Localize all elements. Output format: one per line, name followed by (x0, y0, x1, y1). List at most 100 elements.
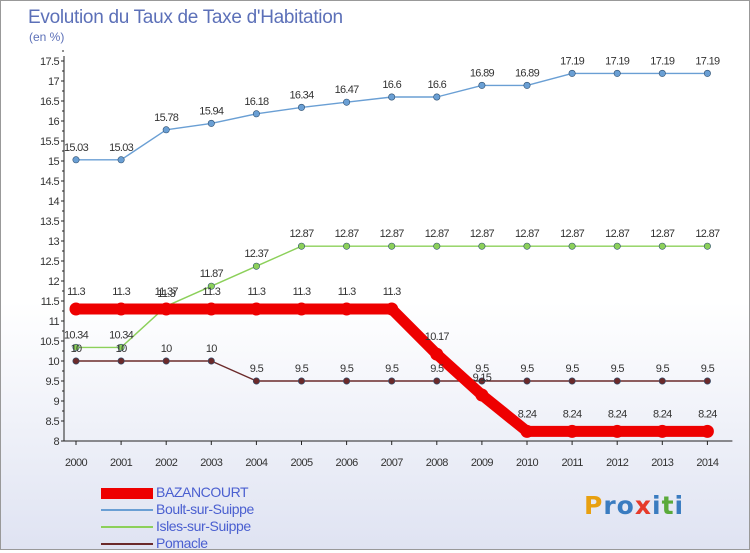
data-label-bazancourt: 8.24 (608, 408, 627, 420)
data-label-isles-sur-suippe: 12.87 (335, 228, 360, 240)
data-point-pomacle (388, 377, 396, 385)
legend-swatch (101, 543, 153, 545)
data-point-boult-sur-suippe (252, 110, 260, 118)
data-label-pomacle: 9.5 (565, 363, 579, 375)
data-label-isles-sur-suippe: 12.87 (605, 228, 630, 240)
y-tick-label: 12 (48, 276, 60, 288)
y-tick-label: 10.5 (40, 336, 59, 348)
data-label-pomacle: 9.5 (656, 363, 670, 375)
y-tick-label: 13.5 (40, 216, 59, 228)
data-label-bazancourt: 11.3 (67, 286, 85, 298)
data-point-isles-sur-suippe (658, 242, 666, 250)
logo-letter: r (603, 491, 617, 520)
data-point-isles-sur-suippe (343, 242, 351, 250)
y-tick-label: 17.5 (40, 56, 59, 68)
chart-title: Evolution du Taux de Taxe d'Habitation (28, 7, 343, 28)
data-label-bazancourt: 11.37 (155, 286, 179, 298)
data-point-boult-sur-suippe (478, 81, 486, 89)
data-point-pomacle (297, 377, 305, 385)
proxiti-logo: Proxiti (584, 491, 684, 520)
y-unit-label: (en %) (29, 30, 65, 44)
data-label-boult-sur-suippe: 17.19 (605, 55, 630, 67)
data-label-isles-sur-suippe: 12.87 (650, 228, 675, 240)
data-label-isles-sur-suippe: 12.87 (560, 228, 585, 240)
data-label-isles-sur-suippe: 12.37 (244, 248, 269, 260)
y-tick-label: 13 (48, 236, 60, 248)
data-point-isles-sur-suippe (207, 282, 215, 290)
data-point-bazancourt (565, 424, 579, 438)
data-point-pomacle (162, 357, 170, 365)
y-tick-label: 9 (53, 396, 59, 408)
logo-letter: o (616, 491, 635, 520)
data-point-bazancourt (655, 424, 669, 438)
y-tick-label: 11 (49, 316, 60, 328)
data-point-pomacle (343, 377, 351, 385)
data-label-bazancourt: 8.24 (518, 408, 537, 420)
x-tick-label: 2011 (561, 457, 583, 469)
data-label-boult-sur-suippe: 16.6 (427, 79, 446, 91)
data-label-pomacle: 9.5 (520, 363, 534, 375)
data-label-pomacle: 9.5 (250, 363, 264, 375)
data-label-boult-sur-suippe: 15.94 (199, 105, 224, 117)
data-point-isles-sur-suippe (703, 242, 711, 250)
data-point-boult-sur-suippe (162, 126, 170, 134)
data-point-pomacle (72, 357, 80, 365)
data-label-pomacle: 10 (116, 343, 127, 355)
data-point-bazancourt (385, 302, 399, 316)
data-label-boult-sur-suippe: 17.19 (650, 55, 675, 67)
data-point-bazancourt (249, 302, 263, 316)
x-tick-label: 2012 (606, 457, 629, 469)
data-label-pomacle: 9.5 (340, 363, 354, 375)
data-point-boult-sur-suippe (703, 69, 711, 77)
x-tick-label: 2002 (155, 457, 178, 469)
data-point-bazancourt (475, 388, 489, 402)
data-label-boult-sur-suippe: 16.89 (470, 67, 495, 79)
data-point-pomacle (568, 377, 576, 385)
data-label-pomacle: 9.5 (701, 363, 715, 375)
y-tick-label: 10 (48, 356, 60, 368)
data-label-boult-sur-suippe: 15.03 (64, 142, 89, 154)
data-label-isles-sur-suippe: 12.87 (470, 228, 495, 240)
data-point-boult-sur-suippe (297, 103, 305, 111)
data-label-boult-sur-suippe: 16.89 (515, 67, 540, 79)
y-tick-label: 16.5 (40, 96, 59, 108)
data-label-pomacle: 9.5 (295, 363, 309, 375)
logo-letter: t (661, 491, 675, 520)
data-label-boult-sur-suippe: 16.34 (289, 89, 314, 101)
data-point-pomacle (613, 377, 621, 385)
data-label-isles-sur-suippe: 11.3 (157, 288, 175, 300)
logo-letter: P (584, 491, 604, 520)
data-point-bazancourt (114, 302, 128, 316)
data-label-bazancourt: 11.3 (383, 286, 401, 298)
data-label-pomacle: 10 (161, 343, 172, 355)
legend-swatch (101, 487, 153, 499)
data-label-bazancourt: 9.15 (473, 372, 492, 384)
data-label-boult-sur-suippe: 17.19 (695, 55, 720, 67)
data-point-pomacle (703, 377, 711, 385)
legend-label: Pomacle (156, 535, 208, 551)
x-tick-label: 2001 (110, 457, 133, 469)
data-point-isles-sur-suippe (388, 242, 396, 250)
data-label-bazancourt: 11.3 (248, 286, 266, 298)
data-label-isles-sur-suippe: 12.87 (425, 228, 450, 240)
data-point-bazancourt (159, 302, 173, 316)
y-tick-label: 12.5 (40, 256, 59, 268)
x-tick-label: 2000 (65, 457, 88, 469)
data-point-boult-sur-suippe (72, 156, 80, 164)
data-point-bazancourt (295, 302, 308, 316)
data-point-isles-sur-suippe (297, 242, 305, 250)
logo-letter: i (652, 491, 662, 520)
y-tick-label: 17 (48, 76, 60, 88)
data-label-pomacle: 10 (71, 343, 82, 355)
x-tick-label: 2005 (290, 457, 313, 469)
data-point-isles-sur-suippe (72, 343, 80, 351)
data-label-boult-sur-suippe: 15.78 (154, 112, 179, 124)
data-point-pomacle (117, 357, 125, 365)
data-label-bazancourt: 11.3 (293, 286, 311, 298)
data-label-pomacle: 9.5 (475, 363, 489, 375)
data-label-isles-sur-suippe: 10.34 (64, 329, 89, 341)
logo-letter: i (674, 491, 685, 520)
data-label-isles-sur-suippe: 12.87 (515, 228, 540, 240)
data-point-boult-sur-suippe (343, 98, 351, 106)
